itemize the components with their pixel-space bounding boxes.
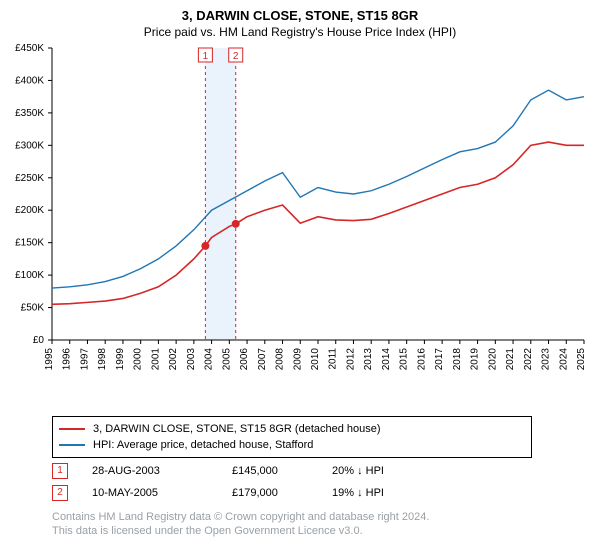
x-tick-label: 2009 xyxy=(292,348,303,371)
legend-label: 3, DARWIN CLOSE, STONE, ST15 8GR (detach… xyxy=(93,423,381,435)
x-tick-label: 2004 xyxy=(204,348,215,371)
sale-price: £179,000 xyxy=(232,487,332,499)
footer-line-1: Contains HM Land Registry data © Crown c… xyxy=(52,510,429,524)
x-tick-label: 2022 xyxy=(523,348,534,371)
x-tick-label: 2020 xyxy=(487,348,498,371)
x-tick-label: 2005 xyxy=(221,348,232,371)
legend-row-0: 3, DARWIN CLOSE, STONE, ST15 8GR (detach… xyxy=(59,421,525,437)
series-property xyxy=(52,142,584,304)
sale-flag-number-1: 1 xyxy=(203,51,209,62)
x-tick-label: 2012 xyxy=(345,348,356,371)
x-tick-label: 2003 xyxy=(186,348,197,371)
x-tick-label: 2011 xyxy=(328,348,339,370)
y-tick-label: £0 xyxy=(33,335,45,346)
x-tick-label: 2021 xyxy=(505,348,516,371)
sale-date: 28-AUG-2003 xyxy=(92,465,232,477)
x-tick-label: 2015 xyxy=(399,348,410,371)
legend-swatch xyxy=(59,428,85,430)
y-tick-label: £450K xyxy=(15,43,44,54)
x-tick-label: 2002 xyxy=(168,348,179,371)
x-tick-label: 2016 xyxy=(416,348,427,371)
x-tick-label: 2024 xyxy=(558,348,569,371)
sale-row-2: 2 10-MAY-2005£179,00019% ↓ HPI xyxy=(52,482,432,504)
x-tick-label: 2013 xyxy=(363,348,374,371)
sale-date: 10-MAY-2005 xyxy=(92,487,232,499)
x-tick-label: 2019 xyxy=(470,348,481,371)
sale-dot-2 xyxy=(232,220,240,228)
highlight-band xyxy=(205,48,235,340)
sale-flag-number-2: 2 xyxy=(233,51,239,62)
x-tick-label: 1998 xyxy=(97,348,108,371)
y-tick-label: £250K xyxy=(15,173,44,184)
sales-table: 1 28-AUG-2003£145,00020% ↓ HPI 2 10-MAY-200… xyxy=(52,460,432,504)
y-tick-label: £200K xyxy=(15,205,44,216)
sale-delta: 20% ↓ HPI xyxy=(332,465,432,477)
x-tick-label: 2014 xyxy=(381,348,392,371)
x-tick-label: 1996 xyxy=(62,348,73,371)
x-tick-label: 1997 xyxy=(79,348,90,371)
chart-container: 3, DARWIN CLOSE, STONE, ST15 8GR Price p… xyxy=(0,0,600,560)
x-tick-label: 2025 xyxy=(576,348,587,371)
sale-price: £145,000 xyxy=(232,465,332,477)
sale-delta: 19% ↓ HPI xyxy=(332,487,432,499)
y-tick-label: £150K xyxy=(15,238,44,249)
x-tick-label: 2008 xyxy=(275,348,286,371)
sale-marker-flag: 1 xyxy=(52,463,68,479)
x-tick-label: 1999 xyxy=(115,348,126,371)
price-chart: £0 £50K £100K £150K £200K £250K £300K £350K £400… xyxy=(0,42,600,412)
sale-row-1: 1 28-AUG-2003£145,00020% ↓ HPI xyxy=(52,460,432,482)
x-tick-label: 2023 xyxy=(541,348,552,371)
footer-attribution: Contains HM Land Registry data © Crown c… xyxy=(52,510,429,539)
x-tick-label: 2007 xyxy=(257,348,268,371)
legend-label: HPI: Average price, detached house, Staf… xyxy=(93,439,313,451)
legend-row-1: HPI: Average price, detached house, Staf… xyxy=(59,437,525,453)
x-tick-label: 2000 xyxy=(133,348,144,371)
y-tick-label: £350K xyxy=(15,108,44,119)
x-tick-label: 2018 xyxy=(452,348,463,371)
x-tick-label: 1995 xyxy=(44,348,55,371)
page-title: 3, DARWIN CLOSE, STONE, ST15 8GR xyxy=(0,0,600,23)
sale-dot-1 xyxy=(201,242,209,250)
footer-line-2: This data is licensed under the Open Gov… xyxy=(52,524,429,538)
series-hpi xyxy=(52,90,584,288)
y-tick-label: £300K xyxy=(15,140,44,151)
y-tick-label: £400K xyxy=(15,75,44,86)
legend-swatch xyxy=(59,444,85,446)
x-tick-label: 2001 xyxy=(150,348,161,371)
sale-marker-flag: 2 xyxy=(52,485,68,501)
y-tick-label: £100K xyxy=(15,270,44,281)
chart-svg: £0 £50K £100K £150K £200K £250K £300K £350K £400… xyxy=(0,42,600,412)
x-tick-label: 2017 xyxy=(434,348,445,371)
y-tick-label: £50K xyxy=(21,303,45,314)
page-subtitle: Price paid vs. HM Land Registry's House … xyxy=(0,23,600,39)
x-tick-label: 2010 xyxy=(310,348,321,371)
legend: 3, DARWIN CLOSE, STONE, ST15 8GR (detach… xyxy=(52,416,532,458)
x-tick-label: 2006 xyxy=(239,348,250,371)
